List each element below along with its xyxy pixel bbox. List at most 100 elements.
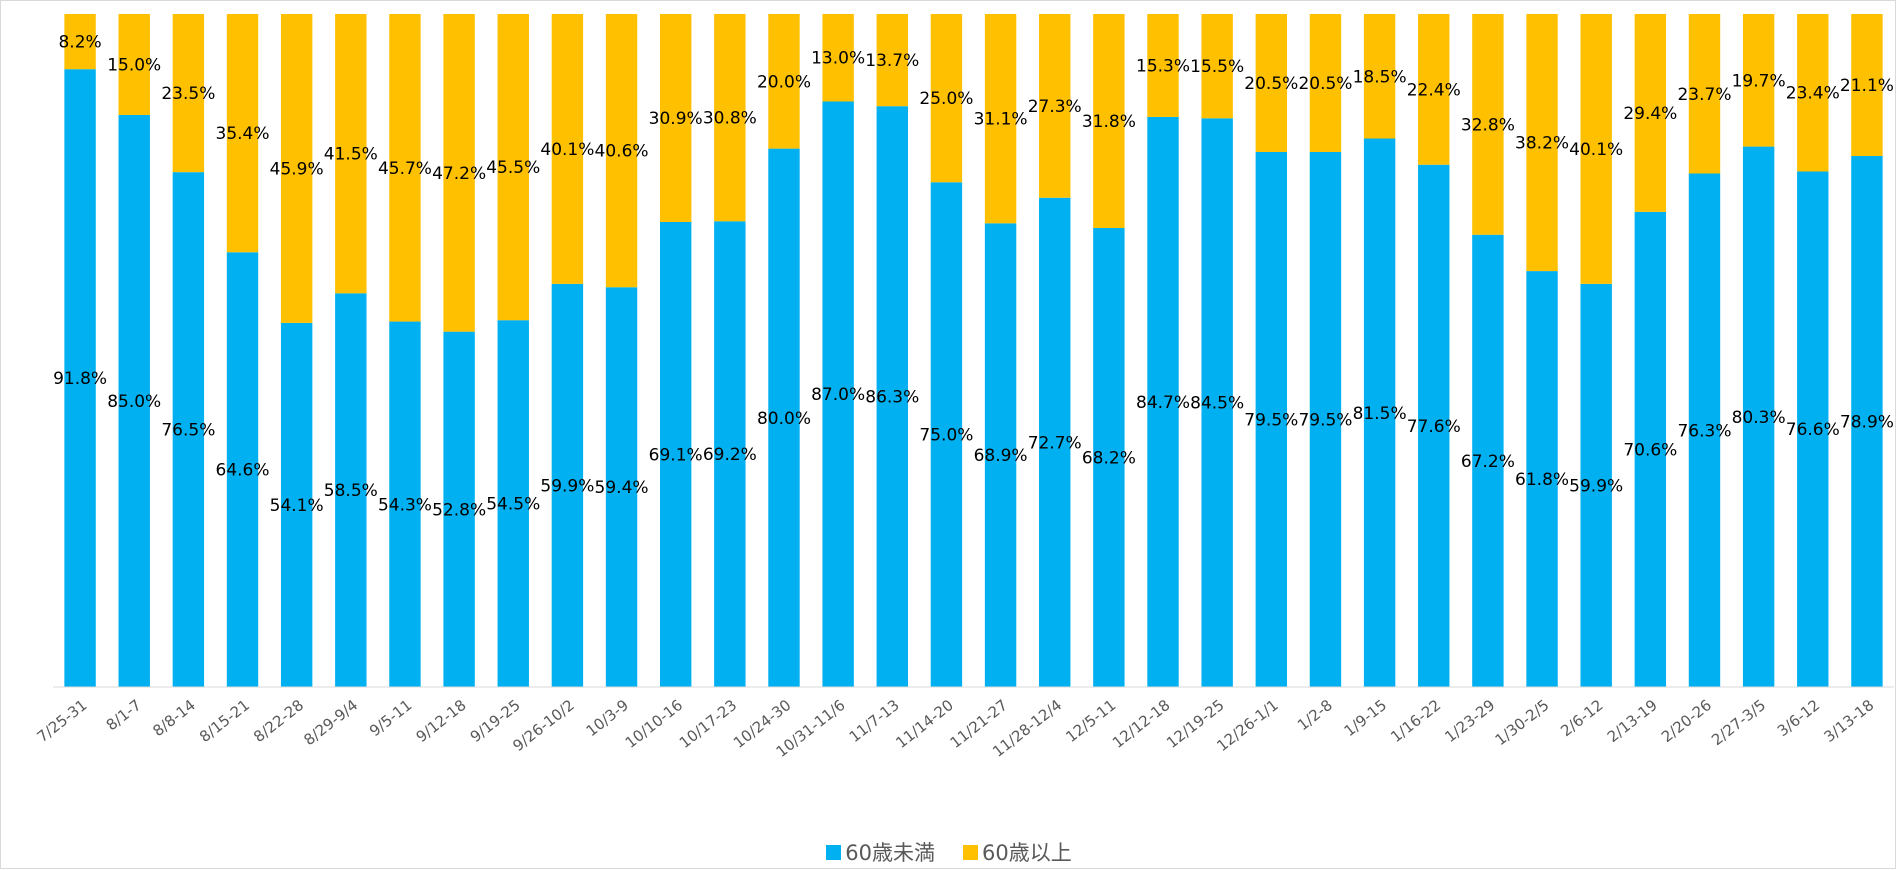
data-label-60-plus: 15.0% <box>107 55 161 75</box>
data-label-under-60: 81.5% <box>1353 404 1407 424</box>
bar-under-60 <box>768 148 800 688</box>
bar-60-plus <box>389 14 421 322</box>
data-label-under-60: 78.9% <box>1840 413 1894 433</box>
data-label-under-60: 70.6% <box>1623 440 1677 460</box>
bar-60-plus <box>876 14 908 107</box>
legend-swatch-60-plus <box>963 844 978 860</box>
x-tick-label: 8/8-14 <box>149 696 198 740</box>
data-label-under-60: 54.3% <box>378 495 432 515</box>
x-tick-label: 9/5-11 <box>366 696 415 740</box>
data-label-60-plus: 29.4% <box>1623 104 1677 124</box>
data-label-60-plus: 35.4% <box>216 124 270 144</box>
data-label-under-60: 68.9% <box>974 446 1028 466</box>
bar-60-plus <box>1363 14 1396 139</box>
x-tick-label: 2/20-26 <box>1658 696 1715 746</box>
bar-under-60 <box>172 172 205 687</box>
bar-60-plus <box>1418 14 1450 165</box>
data-label-60-plus: 18.5% <box>1353 67 1407 87</box>
bar-60-plus <box>443 14 475 332</box>
data-label-60-plus: 41.5% <box>324 145 378 165</box>
data-label-60-plus: 20.0% <box>757 72 811 92</box>
bar-60-plus <box>1201 14 1233 119</box>
bar-60-plus <box>768 14 800 149</box>
x-tick-label: 2/6-12 <box>1557 696 1606 740</box>
data-label-60-plus: 13.7% <box>865 51 919 71</box>
data-label-60-plus: 23.4% <box>1786 84 1840 104</box>
bar-under-60 <box>1580 283 1612 687</box>
bar-60-plus <box>226 14 259 253</box>
bar-60-plus <box>1797 14 1829 172</box>
data-label-60-plus: 22.4% <box>1407 80 1461 100</box>
bar-60-plus <box>551 14 584 284</box>
bar-under-60 <box>930 182 963 687</box>
bar-60-plus <box>1255 14 1288 152</box>
bar-under-60 <box>1039 197 1071 687</box>
bar-under-60 <box>822 101 854 688</box>
bar-60-plus <box>1580 14 1612 284</box>
bar-under-60 <box>1742 146 1775 687</box>
bar-60-plus <box>714 14 746 222</box>
bar-60-plus <box>822 14 854 102</box>
bar-60-plus <box>930 14 963 183</box>
x-tick-label: 1/30-2/5 <box>1492 696 1553 749</box>
x-tick-label: 2/27-3/5 <box>1708 696 1769 749</box>
bar-60-plus <box>1093 14 1125 229</box>
data-label-under-60: 52.8% <box>432 500 486 520</box>
bar-under-60 <box>1093 228 1125 688</box>
data-label-under-60: 84.5% <box>1190 394 1244 414</box>
bar-60-plus <box>1472 14 1504 235</box>
legend: 60歳未満 60歳以上 <box>1 839 1896 865</box>
bar-60-plus <box>984 14 1017 224</box>
bar-under-60 <box>1147 116 1179 688</box>
data-label-under-60: 54.5% <box>486 495 540 515</box>
data-label-60-plus: 31.1% <box>974 110 1028 130</box>
data-label-60-plus: 13.0% <box>811 49 865 69</box>
data-label-60-plus: 45.5% <box>486 158 540 178</box>
data-label-under-60: 59.4% <box>595 478 649 498</box>
data-label-60-plus: 20.5% <box>1298 74 1352 94</box>
bar-60-plus <box>497 14 529 321</box>
x-tick-label: 10/17-23 <box>676 696 740 752</box>
bar-under-60 <box>335 293 367 687</box>
bar-under-60 <box>1526 271 1558 687</box>
bar-under-60 <box>1363 138 1396 687</box>
data-label-under-60: 68.2% <box>1082 449 1136 469</box>
x-tick-label: 3/13-18 <box>1820 696 1877 746</box>
data-label-60-plus: 31.8% <box>1082 112 1136 132</box>
x-tick-label: 12/26-1/1 <box>1213 696 1281 755</box>
bar-60-plus <box>64 14 96 70</box>
data-label-under-60: 64.6% <box>216 461 270 481</box>
x-tick-label: 1/16-22 <box>1387 696 1444 746</box>
data-label-60-plus: 38.2% <box>1515 134 1569 154</box>
x-tick-label: 9/26-10/2 <box>509 696 577 755</box>
bar-under-60 <box>605 287 638 687</box>
bar-60-plus <box>1851 14 1883 157</box>
bar-under-60 <box>1688 173 1721 688</box>
data-label-60-plus: 40.1% <box>1569 140 1623 160</box>
data-label-under-60: 75.0% <box>919 426 973 446</box>
bar-under-60 <box>1797 171 1829 687</box>
x-tick-label: 2/13-19 <box>1604 696 1661 746</box>
bar-60-plus <box>280 14 313 323</box>
bar-under-60 <box>1309 151 1342 688</box>
bar-under-60 <box>497 320 529 687</box>
data-label-60-plus: 30.8% <box>703 109 757 129</box>
x-tick-label: 1/9-15 <box>1341 696 1390 740</box>
data-label-under-60: 84.7% <box>1136 393 1190 413</box>
data-label-under-60: 79.5% <box>1244 410 1298 430</box>
data-label-under-60: 69.1% <box>649 445 703 465</box>
legend-label-under-60: 60歳未満 <box>845 841 935 865</box>
bar-under-60 <box>443 331 475 687</box>
data-label-under-60: 67.2% <box>1461 452 1515 472</box>
bar-under-60 <box>659 221 692 687</box>
bar-60-plus <box>172 14 205 173</box>
bar-60-plus <box>1309 14 1342 152</box>
x-tick-label: 8/22-28 <box>250 696 307 746</box>
data-label-60-plus: 23.5% <box>161 84 215 104</box>
data-label-60-plus: 20.5% <box>1244 74 1298 94</box>
x-tick-label: 1/23-29 <box>1441 696 1498 746</box>
data-label-under-60: 85.0% <box>107 392 161 412</box>
bar-under-60 <box>1634 211 1667 687</box>
data-label-under-60: 91.8% <box>53 369 107 389</box>
